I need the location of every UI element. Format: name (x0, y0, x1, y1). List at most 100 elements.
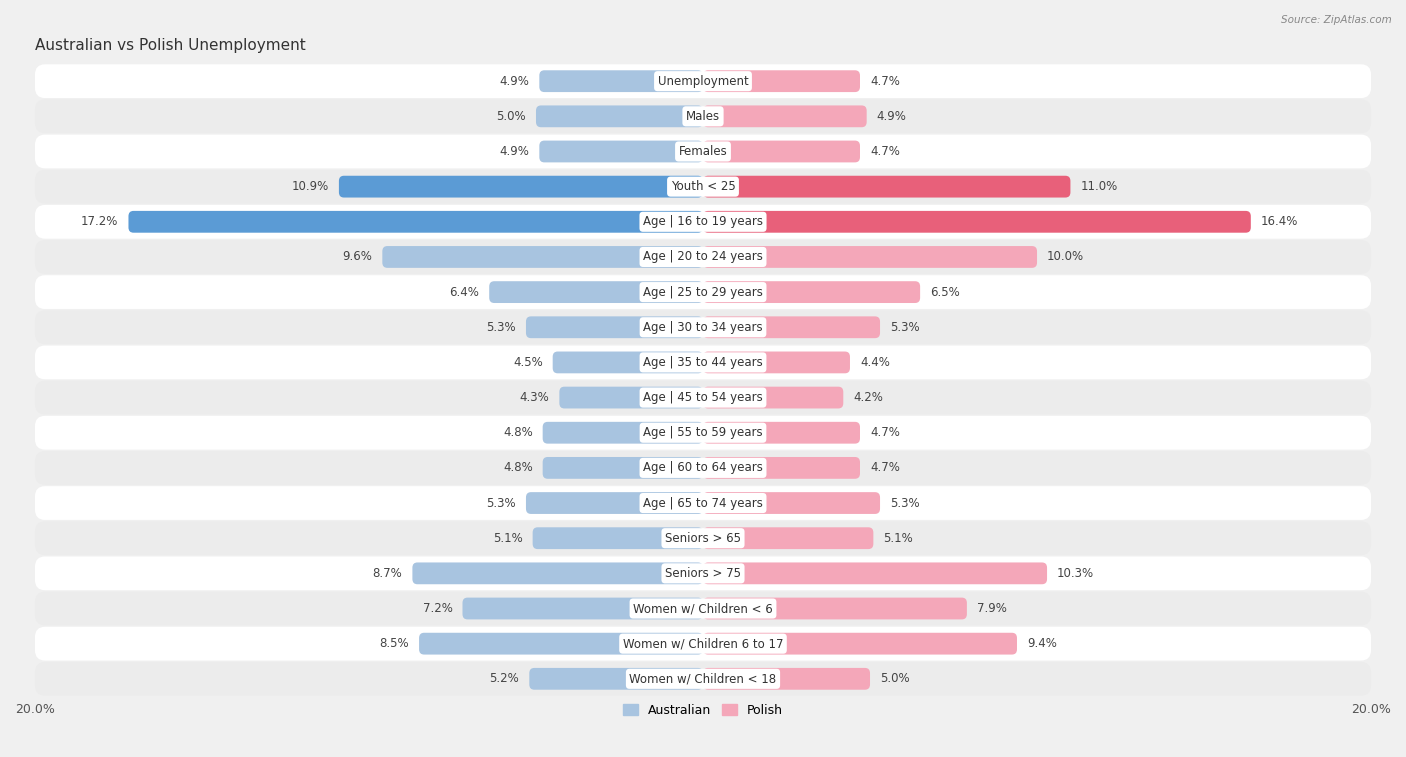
FancyBboxPatch shape (703, 668, 870, 690)
Text: 4.4%: 4.4% (860, 356, 890, 369)
Text: Age | 20 to 24 years: Age | 20 to 24 years (643, 251, 763, 263)
FancyBboxPatch shape (703, 633, 1017, 655)
FancyBboxPatch shape (35, 381, 1371, 414)
Text: 4.7%: 4.7% (870, 461, 900, 475)
FancyBboxPatch shape (412, 562, 703, 584)
FancyBboxPatch shape (703, 387, 844, 409)
FancyBboxPatch shape (703, 141, 860, 163)
FancyBboxPatch shape (703, 105, 866, 127)
Text: Australian vs Polish Unemployment: Australian vs Polish Unemployment (35, 38, 305, 53)
FancyBboxPatch shape (703, 351, 851, 373)
Text: 5.3%: 5.3% (486, 321, 516, 334)
FancyBboxPatch shape (543, 422, 703, 444)
Text: Unemployment: Unemployment (658, 75, 748, 88)
Text: 10.9%: 10.9% (291, 180, 329, 193)
FancyBboxPatch shape (35, 522, 1371, 555)
FancyBboxPatch shape (553, 351, 703, 373)
Text: 8.5%: 8.5% (380, 637, 409, 650)
Text: 6.4%: 6.4% (450, 285, 479, 298)
Text: 5.3%: 5.3% (486, 497, 516, 509)
FancyBboxPatch shape (35, 310, 1371, 344)
Text: 16.4%: 16.4% (1261, 215, 1298, 229)
FancyBboxPatch shape (526, 316, 703, 338)
FancyBboxPatch shape (703, 211, 1251, 232)
Text: 5.0%: 5.0% (496, 110, 526, 123)
Text: 8.7%: 8.7% (373, 567, 402, 580)
FancyBboxPatch shape (35, 592, 1371, 625)
FancyBboxPatch shape (35, 451, 1371, 484)
FancyBboxPatch shape (533, 528, 703, 549)
FancyBboxPatch shape (703, 528, 873, 549)
Text: Age | 16 to 19 years: Age | 16 to 19 years (643, 215, 763, 229)
Text: 4.8%: 4.8% (503, 461, 533, 475)
FancyBboxPatch shape (463, 597, 703, 619)
FancyBboxPatch shape (339, 176, 703, 198)
Legend: Australian, Polish: Australian, Polish (619, 699, 787, 721)
FancyBboxPatch shape (703, 246, 1038, 268)
Text: 7.2%: 7.2% (423, 602, 453, 615)
FancyBboxPatch shape (703, 70, 860, 92)
Text: Age | 65 to 74 years: Age | 65 to 74 years (643, 497, 763, 509)
FancyBboxPatch shape (540, 70, 703, 92)
Text: 5.1%: 5.1% (883, 531, 912, 545)
FancyBboxPatch shape (35, 627, 1371, 661)
FancyBboxPatch shape (35, 486, 1371, 520)
Text: 5.2%: 5.2% (489, 672, 519, 685)
Text: 9.4%: 9.4% (1026, 637, 1057, 650)
Text: 6.5%: 6.5% (931, 285, 960, 298)
Text: 4.3%: 4.3% (520, 391, 550, 404)
FancyBboxPatch shape (35, 556, 1371, 590)
FancyBboxPatch shape (35, 416, 1371, 450)
FancyBboxPatch shape (703, 492, 880, 514)
Text: Age | 45 to 54 years: Age | 45 to 54 years (643, 391, 763, 404)
Text: Source: ZipAtlas.com: Source: ZipAtlas.com (1281, 15, 1392, 25)
FancyBboxPatch shape (703, 176, 1070, 198)
FancyBboxPatch shape (703, 316, 880, 338)
FancyBboxPatch shape (703, 422, 860, 444)
FancyBboxPatch shape (703, 597, 967, 619)
FancyBboxPatch shape (536, 105, 703, 127)
Text: Youth < 25: Youth < 25 (671, 180, 735, 193)
Text: 9.6%: 9.6% (343, 251, 373, 263)
FancyBboxPatch shape (560, 387, 703, 409)
Text: Women w/ Children < 18: Women w/ Children < 18 (630, 672, 776, 685)
FancyBboxPatch shape (543, 457, 703, 478)
FancyBboxPatch shape (419, 633, 703, 655)
FancyBboxPatch shape (526, 492, 703, 514)
Text: 7.9%: 7.9% (977, 602, 1007, 615)
Text: Age | 55 to 59 years: Age | 55 to 59 years (643, 426, 763, 439)
FancyBboxPatch shape (35, 170, 1371, 204)
Text: 5.3%: 5.3% (890, 497, 920, 509)
FancyBboxPatch shape (489, 281, 703, 303)
Text: 4.5%: 4.5% (513, 356, 543, 369)
Text: 4.9%: 4.9% (499, 75, 529, 88)
FancyBboxPatch shape (35, 99, 1371, 133)
Text: Age | 25 to 29 years: Age | 25 to 29 years (643, 285, 763, 298)
FancyBboxPatch shape (128, 211, 703, 232)
FancyBboxPatch shape (35, 662, 1371, 696)
Text: 11.0%: 11.0% (1080, 180, 1118, 193)
FancyBboxPatch shape (540, 141, 703, 163)
Text: 5.0%: 5.0% (880, 672, 910, 685)
Text: Females: Females (679, 145, 727, 158)
Text: 10.3%: 10.3% (1057, 567, 1094, 580)
Text: Age | 30 to 34 years: Age | 30 to 34 years (643, 321, 763, 334)
Text: 4.8%: 4.8% (503, 426, 533, 439)
Text: Women w/ Children < 6: Women w/ Children < 6 (633, 602, 773, 615)
Text: 5.1%: 5.1% (494, 531, 523, 545)
Text: 5.3%: 5.3% (890, 321, 920, 334)
Text: 4.2%: 4.2% (853, 391, 883, 404)
Text: 4.9%: 4.9% (877, 110, 907, 123)
Text: Males: Males (686, 110, 720, 123)
FancyBboxPatch shape (35, 276, 1371, 309)
Text: 4.7%: 4.7% (870, 145, 900, 158)
Text: 17.2%: 17.2% (82, 215, 118, 229)
Text: 4.7%: 4.7% (870, 426, 900, 439)
FancyBboxPatch shape (35, 240, 1371, 274)
Text: Seniors > 75: Seniors > 75 (665, 567, 741, 580)
Text: Seniors > 65: Seniors > 65 (665, 531, 741, 545)
FancyBboxPatch shape (35, 64, 1371, 98)
FancyBboxPatch shape (382, 246, 703, 268)
Text: 4.9%: 4.9% (499, 145, 529, 158)
FancyBboxPatch shape (703, 457, 860, 478)
